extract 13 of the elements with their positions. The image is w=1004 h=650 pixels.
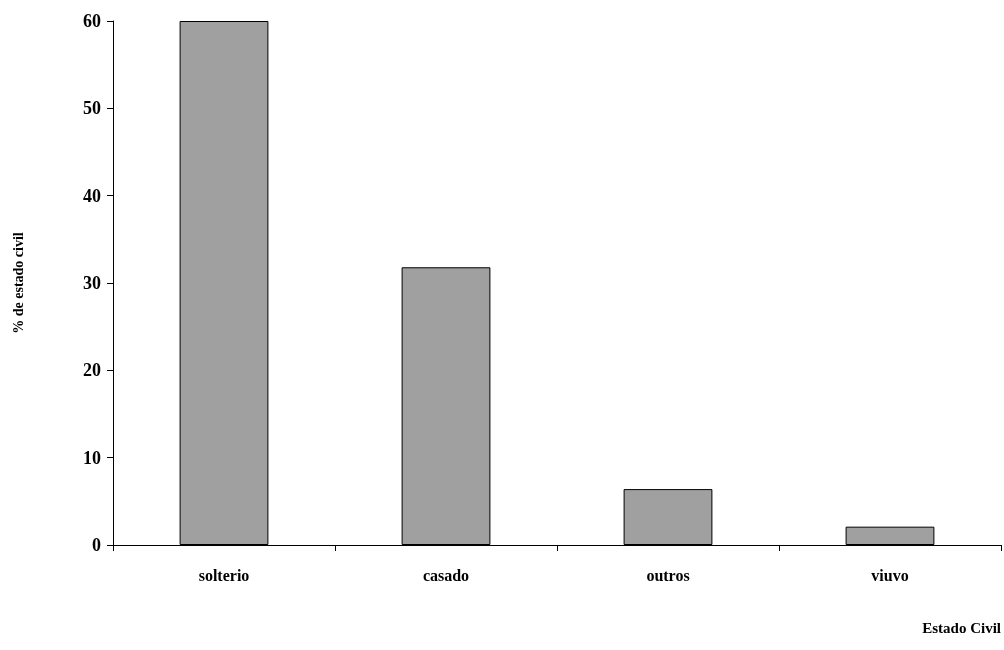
y-tick-label: 20 (83, 360, 101, 381)
y-tick-label: 50 (83, 98, 101, 119)
y-tick-label: 30 (83, 273, 101, 293)
x-axis-title: Estado Civil (922, 619, 1001, 636)
x-tick-label: viuvo (871, 566, 909, 584)
y-tick-label: 0 (92, 535, 101, 555)
x-tick-label: outros (646, 566, 690, 584)
y-axis-title: % de estado civil (10, 232, 26, 334)
x-tick-label: casado (422, 566, 470, 584)
y-tick-label: 40 (83, 185, 101, 206)
x-tick-label: solterio (198, 566, 250, 584)
y-tick-label: 60 (83, 11, 101, 31)
y-tick-label: 10 (83, 447, 101, 468)
